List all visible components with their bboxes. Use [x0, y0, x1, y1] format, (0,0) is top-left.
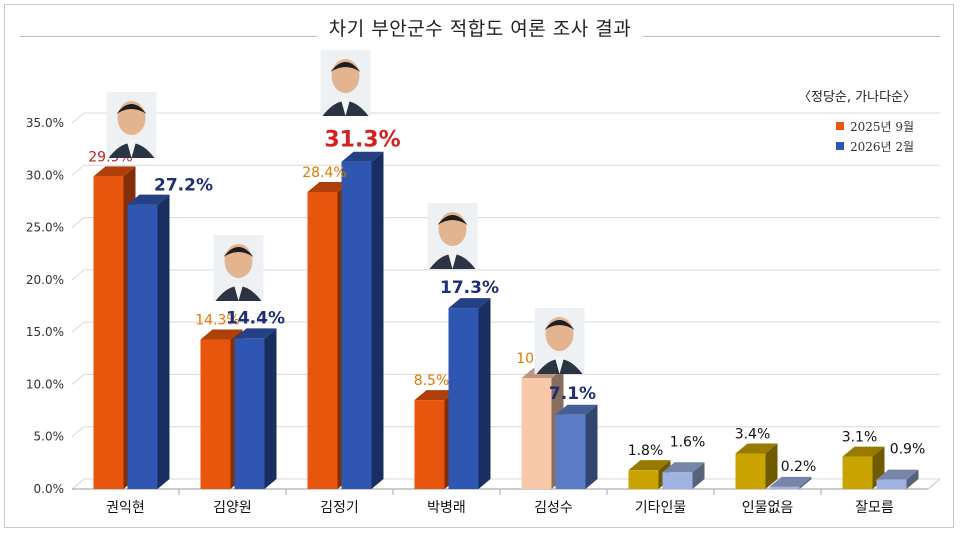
category-label: 인물없음 [742, 500, 794, 516]
legend: 2025년 9월 2026년 2월 [836, 116, 914, 156]
data-label-s2: 31.3% [324, 128, 400, 153]
bar-s2 [127, 194, 170, 489]
y-tick-label: 35.0% [26, 116, 64, 130]
gridline-depth [71, 426, 85, 438]
data-label-s2: 7.1% [549, 384, 596, 404]
bar-s2 [876, 469, 919, 489]
bar-s2 [448, 298, 491, 489]
bar-s1 [735, 443, 778, 489]
gridline-depth [71, 478, 85, 490]
gridline-depth [71, 164, 85, 176]
y-tick-label: 5.0% [34, 430, 65, 444]
y-tick-label: 25.0% [26, 221, 64, 235]
category-label: 박병래 [427, 500, 466, 516]
bar-s2 [234, 328, 277, 489]
chart-title: 차기 부안군수 적합도 여론 조사 결과 [316, 14, 644, 41]
y-tick-label: 0.0% [34, 482, 65, 496]
data-label-s1: 28.4% [302, 165, 346, 181]
data-label-s1: 14.3% [195, 312, 239, 328]
data-label-s1: 8.5% [414, 373, 450, 389]
data-label-s2: 0.2% [781, 459, 817, 475]
gridline-depth [71, 321, 85, 333]
legend-item-s2: 2026년 2월 [836, 136, 914, 156]
candidate-photo [320, 50, 371, 116]
candidate-photo [534, 308, 585, 374]
bar-s2 [662, 462, 705, 489]
data-label-s1: 1.8% [628, 443, 664, 459]
title-container: 차기 부안군수 적합도 여론 조사 결과 [0, 14, 960, 41]
gridline-depth [71, 374, 85, 385]
legend-label-s1: 2025년 9월 [850, 119, 915, 134]
y-tick-label: 10.0% [26, 377, 64, 391]
legend-swatch-s1 [836, 122, 844, 130]
data-label-s2: 14.4% [226, 308, 285, 328]
floor-right-edge [927, 478, 941, 490]
legend-label-s2: 2026년 2월 [850, 139, 915, 154]
legend-swatch-s2 [836, 142, 844, 150]
candidate-photo [213, 235, 264, 301]
bar-s2 [555, 404, 598, 489]
data-label-s2: 17.3% [440, 278, 499, 298]
category-label: 김양원 [213, 500, 252, 516]
candidate-photo [427, 203, 478, 269]
category-label: 기타인물 [635, 500, 687, 516]
data-label-s1: 3.1% [842, 430, 878, 446]
gridline-depth [71, 112, 85, 124]
y-tick-label: 15.0% [26, 325, 64, 339]
candidate-photo [106, 92, 157, 158]
category-label: 김정기 [320, 500, 359, 516]
category-label: 잘모름 [855, 500, 894, 516]
data-label-s2: 1.6% [670, 434, 706, 450]
gridline-depth [71, 269, 85, 281]
bar-s2 [341, 151, 384, 490]
category-label: 권익현 [106, 500, 145, 516]
data-label-s2: 0.9% [890, 442, 926, 458]
sort-note: 〈정당순, 가나다순〉 [798, 90, 916, 105]
category-label: 김성수 [534, 500, 573, 516]
data-label-s2: 27.2% [154, 176, 213, 196]
y-tick-label: 20.0% [26, 273, 64, 287]
legend-item-s1: 2025년 9월 [836, 116, 914, 136]
data-label-s1: 3.4% [735, 426, 771, 442]
gridline-depth [71, 217, 85, 228]
y-tick-label: 30.0% [26, 168, 64, 182]
bar-s2 [769, 476, 812, 489]
